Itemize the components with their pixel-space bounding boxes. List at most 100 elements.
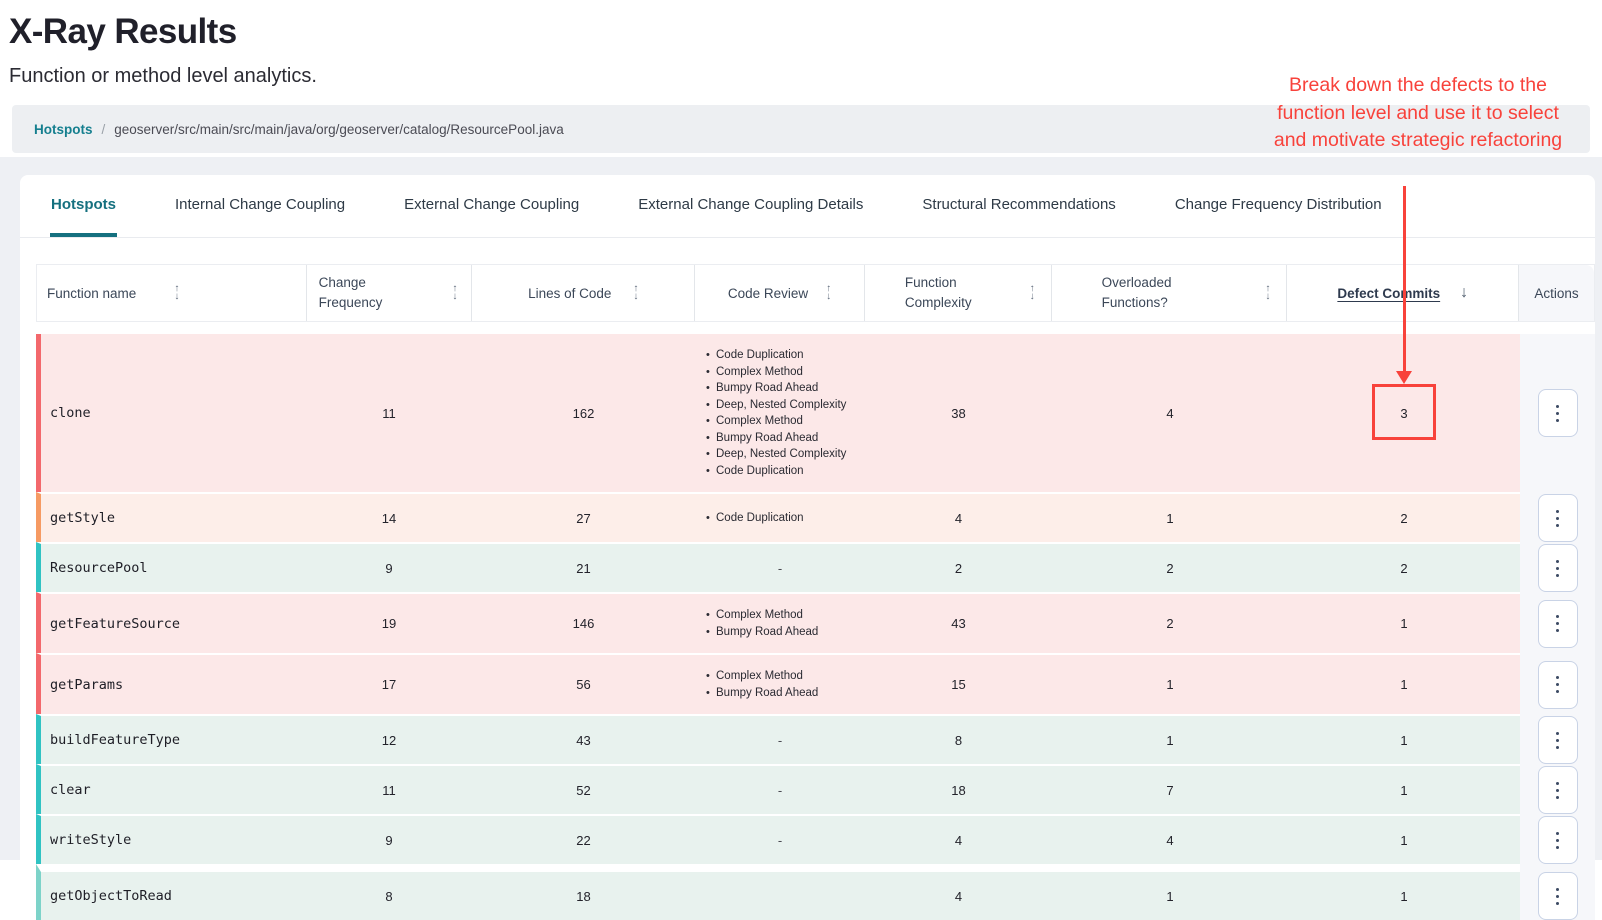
- arrow-down-icon[interactable]: ↓: [1460, 284, 1469, 301]
- tab-external-change-coupling-details[interactable]: External Change Coupling Details: [638, 195, 864, 213]
- column-header-lines-of-code[interactable]: Lines of Code ↑ ↓: [472, 265, 696, 321]
- function-complexity-value: 4: [865, 814, 1052, 864]
- sort-arrows-icon[interactable]: ↑ ↓: [633, 283, 639, 302]
- page-subtitle: Function or method level analytics.: [9, 65, 317, 87]
- kebab-menu-icon: [1556, 731, 1559, 749]
- code-review-value: Complex MethodBumpy Road Ahead: [695, 592, 865, 653]
- defect-commits-value: 1: [1288, 764, 1520, 814]
- code-review-issue: Code Duplication: [706, 463, 846, 480]
- row-actions-button[interactable]: [1537, 660, 1578, 709]
- change-frequency-value: 17: [306, 653, 472, 714]
- kebab-menu-icon: [1556, 615, 1559, 632]
- column-header-defect-commits[interactable]: Defect Commits ↓: [1287, 265, 1520, 321]
- code-review-value: Code DuplicationComplex MethodBumpy Road…: [695, 334, 865, 492]
- change-frequency-value: 19: [306, 592, 472, 653]
- column-header-overloaded-functions[interactable]: Overloaded Functions? ↑ ↓: [1052, 265, 1288, 321]
- actions-cell: [1520, 764, 1595, 814]
- lines-of-code-value: 146: [472, 592, 695, 653]
- overloaded-functions-value: 7: [1052, 764, 1288, 814]
- defect-commits-value: 1: [1288, 814, 1520, 864]
- xray-table: Function name ↑ ↓ Change Frequency ↑ ↓ Lines o…: [36, 264, 1595, 920]
- sort-arrows-icon[interactable]: ↑ ↓: [1029, 283, 1035, 302]
- tab-external-change-coupling[interactable]: External Change Coupling: [404, 195, 580, 213]
- breadcrumb-hotspots-link[interactable]: Hotspots: [34, 121, 93, 137]
- code-review-issue: Bumpy Road Ahead: [706, 380, 846, 397]
- row-actions-button[interactable]: [1537, 816, 1578, 864]
- page-title: X-Ray Results: [9, 12, 237, 51]
- code-review-issue: Code Duplication: [706, 347, 846, 364]
- row-actions-button[interactable]: [1537, 389, 1578, 437]
- overloaded-functions-value: 2: [1052, 592, 1288, 653]
- function-name: buildFeatureType: [36, 714, 306, 764]
- tab-change-frequency-distribution[interactable]: Change Frequency Distribution: [1174, 195, 1382, 213]
- row-actions-button[interactable]: [1537, 599, 1578, 648]
- code-review-issue: Complex Method: [706, 364, 846, 381]
- overloaded-functions-value: 1: [1052, 492, 1288, 542]
- table-row-getparams: getParams1756Complex MethodBumpy Road Ah…: [36, 653, 1595, 714]
- code-review-value: -: [695, 542, 865, 592]
- code-review-value: -: [695, 764, 865, 814]
- column-label-change-frequency: Change Frequency: [318, 275, 383, 310]
- table-row-writestyle: writeStyle 9 22-4 4 1: [36, 814, 1595, 864]
- annotation-arrow-line: [1403, 186, 1406, 372]
- lines-of-code-value: 56: [472, 653, 695, 714]
- column-header-function-complexity[interactable]: Function Complexity ↑ ↓: [865, 265, 1052, 321]
- column-header-function-name[interactable]: Function name ↑ ↓: [37, 265, 307, 321]
- tab-structural-recommendations[interactable]: Structural Recommendations: [922, 195, 1116, 213]
- table-header: Function name ↑ ↓ Change Frequency ↑ ↓ Lines o…: [36, 264, 1595, 322]
- table-row-getobjecttoread: getObjectToRead 8 18 4 1 1: [36, 864, 1595, 920]
- function-name: clone: [36, 334, 306, 492]
- defect-commits-value: 2: [1288, 492, 1520, 542]
- lines-of-code-value: 43: [472, 714, 695, 764]
- code-review-value: Complex MethodBumpy Road Ahead: [695, 653, 865, 714]
- table-row-getfeaturesource: getFeatureSource19146Complex MethodBumpy…: [36, 592, 1595, 653]
- defect-commits-value: 2: [1288, 542, 1520, 592]
- code-review-value: -: [695, 714, 865, 764]
- tab-internal-change-coupling[interactable]: Internal Change Coupling: [175, 195, 346, 213]
- code-review-issue: Bumpy Road Ahead: [706, 685, 818, 702]
- actions-cell: [1520, 592, 1595, 653]
- row-actions-button[interactable]: [1537, 766, 1578, 814]
- overloaded-functions-value: 2: [1052, 542, 1288, 592]
- tab-hotspots[interactable]: Hotspots: [50, 175, 117, 237]
- lines-of-code-value: 18: [472, 864, 695, 920]
- column-header-actions: Actions: [1519, 265, 1594, 321]
- row-actions-button[interactable]: [1537, 494, 1578, 542]
- row-actions-button[interactable]: [1537, 716, 1578, 764]
- defect-commits-value: 1: [1288, 864, 1520, 920]
- function-name: getStyle: [36, 492, 306, 542]
- sort-arrows-icon[interactable]: ↑ ↓: [826, 283, 832, 302]
- code-review-issues: Code Duplication: [701, 510, 804, 527]
- change-frequency-value: 12: [306, 714, 472, 764]
- column-header-change-frequency[interactable]: Change Frequency ↑ ↓: [307, 265, 473, 321]
- actions-cell: [1520, 542, 1595, 592]
- page-header: X-Ray Results Function or method level a…: [0, 0, 1602, 88]
- sort-arrows-icon[interactable]: ↑ ↓: [174, 283, 180, 302]
- column-label-defect-commits: Defect Commits: [1337, 285, 1441, 301]
- code-review-issue: Bumpy Road Ahead: [706, 624, 818, 641]
- code-review-value: [695, 864, 865, 920]
- row-actions-button[interactable]: [1537, 544, 1578, 592]
- overloaded-functions-value: 1: [1052, 864, 1288, 920]
- sort-arrows-icon[interactable]: ↑ ↓: [452, 283, 458, 302]
- code-review-issue: Deep, Nested Complexity: [706, 397, 846, 414]
- column-label-lines-of-code: Lines of Code: [528, 285, 612, 301]
- defect-commits-value: 1: [1288, 592, 1520, 653]
- row-actions-button[interactable]: [1537, 872, 1578, 920]
- lines-of-code-value: 162: [472, 334, 695, 492]
- annotation-arrowhead-icon: [1396, 371, 1412, 384]
- function-complexity-value: 8: [865, 714, 1052, 764]
- lines-of-code-value: 22: [472, 814, 695, 864]
- kebab-menu-icon: [1556, 559, 1559, 577]
- sort-arrows-icon[interactable]: ↑ ↓: [1265, 283, 1271, 302]
- column-header-code-review[interactable]: Code Review ↑ ↓: [695, 265, 865, 321]
- change-frequency-value: 8: [306, 864, 472, 920]
- change-frequency-value: 9: [306, 542, 472, 592]
- kebab-menu-icon: [1556, 509, 1559, 527]
- tabs: Hotspots Internal Change Coupling External…: [20, 175, 1595, 238]
- function-complexity-value: 15: [865, 653, 1052, 714]
- column-label-code-review: Code Review: [727, 285, 809, 301]
- code-review-value: -: [695, 814, 865, 864]
- code-review-issues: Complex MethodBumpy Road Ahead: [701, 668, 818, 701]
